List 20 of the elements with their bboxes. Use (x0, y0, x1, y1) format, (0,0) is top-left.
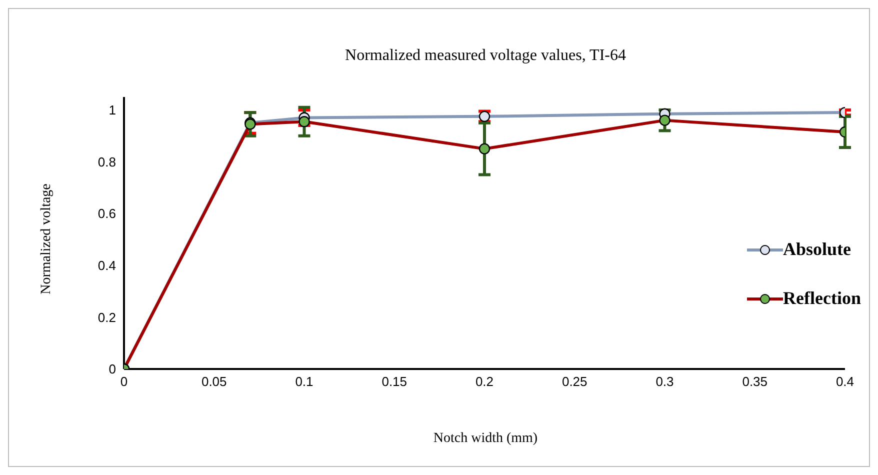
x-tick-label: 0.15 (382, 374, 408, 390)
x-tick-label: 0 (120, 374, 128, 390)
y-tick-label: 0.4 (98, 258, 116, 273)
x-tick-label: 0.1 (295, 374, 314, 390)
y-axis-title: Normalized voltage (39, 184, 55, 294)
x-axis-title: Notch width (mm) (432, 431, 539, 447)
chart-title: Normalized measured voltage values, TI-64 (344, 47, 627, 65)
x-tick-label: 0.4 (836, 374, 854, 390)
y-tick-label: 0.6 (98, 206, 116, 222)
x-tick-label: 0.05 (201, 374, 227, 390)
x-tick-label: 0.25 (562, 374, 588, 390)
y-tick-label: 0.2 (98, 310, 116, 325)
y-tick-label: 0 (108, 362, 116, 377)
legend-label: Reflection (783, 288, 861, 309)
x-tick-label: 0.2 (475, 374, 494, 390)
x-tick-label: 0.3 (656, 374, 674, 390)
legend-label: Absolute (783, 239, 852, 260)
y-tick-label: 0.8 (98, 154, 116, 170)
y-tick-label: 1 (108, 102, 116, 118)
x-tick-label: 0.35 (742, 374, 768, 390)
